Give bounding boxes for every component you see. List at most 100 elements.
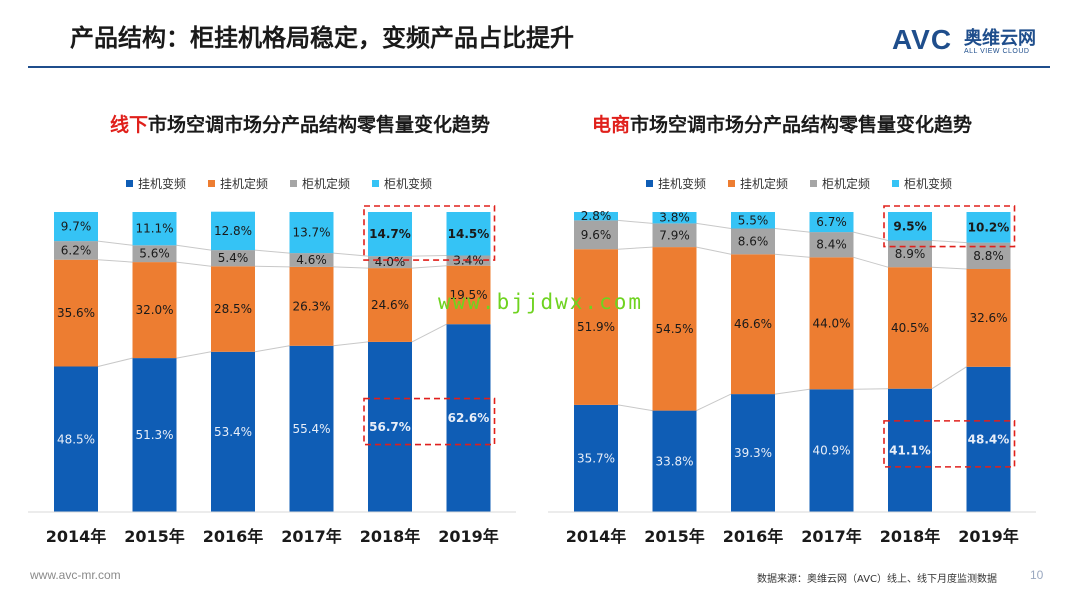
ecommerce-bar-segment-hang-inverter <box>731 394 775 512</box>
footer-website: www.avc-mr.com <box>30 568 121 582</box>
ecommerce-data-label-cabinet-fixed: 7.9% <box>659 228 690 242</box>
ecommerce-legend-label-hang-fixed: 挂机定频 <box>740 176 788 191</box>
offline-bar-segment-cabinet-inverter <box>368 212 412 257</box>
offline-bar-segment-cabinet-inverter <box>132 212 177 246</box>
offline-x-tick-label: 2014年 <box>46 527 107 546</box>
ecommerce-data-label-cabinet-inverter: 2.8% <box>581 209 612 223</box>
offline-legend-label-hang-inverter: 挂机变频 <box>138 176 186 191</box>
offline-data-label-cabinet-inverter: 13.7% <box>292 226 330 240</box>
offline-connector <box>333 341 369 347</box>
offline-bar-2014年 <box>54 212 98 512</box>
offline-connector <box>333 266 369 269</box>
ecommerce-connector <box>931 366 967 390</box>
offline-stacked-bar-chart: 挂机变频 挂机定频 柜机定频 柜机变频 48.5% 35.6% 6.2% 9.7% 51.3% 3… <box>28 176 516 546</box>
ecommerce-bar-segment-cabinet-inverter <box>652 212 697 224</box>
offline-bar-segment-cabinet-inverter <box>211 211 255 251</box>
ecommerce-data-label-hang-fixed: 32.6% <box>969 311 1007 325</box>
offline-connector <box>254 345 290 353</box>
ecommerce-legend-swatch-hang-fixed <box>728 180 735 187</box>
ecommerce-bar-segment-hang-inverter <box>574 404 618 512</box>
ecommerce-bar-segment-hang-inverter <box>652 410 697 512</box>
offline-bar-segment-cabinet-fixed <box>132 245 177 263</box>
ecommerce-stacked-bar-chart: 挂机变频 挂机定频 柜机定频 柜机变频 35.7% 51.9% 9.6% 2.8% 33.8% 5… <box>548 176 1036 546</box>
offline-bar-2015年 <box>132 212 177 512</box>
offline-data-label-cabinet-inverter: 9.7% <box>61 220 92 234</box>
offline-bar-segment-cabinet-fixed <box>289 253 334 267</box>
ecommerce-bar-segment-hang-fixed <box>966 269 1011 367</box>
ecommerce-legend-label-hang-inverter: 挂机变频 <box>658 176 706 191</box>
offline-connector <box>411 265 447 269</box>
offline-bar-segment-hang-fixed <box>368 268 412 342</box>
offline-connector <box>97 357 133 367</box>
ecommerce-data-label-hang-fixed: 40.5% <box>891 321 929 335</box>
offline-data-label-hang-inverter: 51.3% <box>135 428 173 442</box>
ecommerce-legend-label-cabinet-fixed: 柜机定频 <box>822 176 870 191</box>
offline-legend-swatch-hang-inverter <box>126 180 133 187</box>
offline-connector <box>411 255 447 257</box>
offline-title-rest: 市场空调市场分产品结构零售量变化趋势 <box>148 114 491 136</box>
page-number: 10 <box>1030 568 1044 582</box>
ecommerce-bar-segment-cabinet-inverter <box>574 212 618 221</box>
title-divider <box>28 66 1050 68</box>
ecommerce-bar-segment-cabinet-inverter <box>888 212 932 241</box>
offline-chart-title: 线下市场空调市场分产品结构零售量变化趋势 <box>110 110 490 137</box>
offline-bar-segment-hang-fixed <box>446 265 491 325</box>
ecommerce-connector <box>931 266 967 270</box>
ecommerce-title-highlight: 电商 <box>592 114 631 136</box>
offline-legend-swatch-cabinet-fixed <box>290 180 297 187</box>
ecommerce-bar-segment-cabinet-inverter <box>809 212 854 233</box>
ecommerce-connector <box>853 256 889 268</box>
ecommerce-connector <box>617 219 653 224</box>
offline-data-label-hang-inverter: 53.4% <box>214 425 252 439</box>
offline-series-connectors <box>97 240 447 367</box>
url-watermark: www.bjjdwx.com <box>438 290 644 314</box>
ecommerce-bar-2019年 <box>966 212 1011 512</box>
offline-x-tick-label: 2019年 <box>438 527 499 546</box>
offline-bar-segment-hang-inverter <box>211 351 255 512</box>
ecommerce-connector <box>853 388 889 390</box>
offline-x-tick-label: 2017年 <box>281 527 342 546</box>
ecommerce-x-tick-label: 2019年 <box>958 527 1019 546</box>
offline-data-label-cabinet-fixed: 4.0% <box>375 255 406 269</box>
ecommerce-data-label-hang-fixed: 44.0% <box>812 316 850 330</box>
ecommerce-data-label-hang-inverter: 40.9% <box>812 444 850 458</box>
ecommerce-connector <box>774 388 810 395</box>
offline-bar-2016年 <box>211 211 255 512</box>
ecommerce-title-rest: 市场空调市场分产品结构零售量变化趋势 <box>630 114 973 136</box>
ecommerce-connector <box>617 246 653 250</box>
offline-bar-segment-cabinet-fixed <box>211 250 255 267</box>
ecommerce-data-label-cabinet-inverter: 6.7% <box>816 215 847 229</box>
offline-title-highlight: 线下 <box>110 114 149 136</box>
ecommerce-legend-swatch-hang-inverter <box>646 180 653 187</box>
offline-data-label-cabinet-inverter: 12.8% <box>214 224 252 238</box>
offline-data-label-hang-fixed: 26.3% <box>292 299 330 313</box>
offline-highlight-box <box>363 397 496 446</box>
offline-data-label-hang-fixed: 28.5% <box>214 302 252 316</box>
ecommerce-data-label-hang-inverter: 48.4% <box>968 432 1010 446</box>
offline-connector <box>176 244 212 251</box>
ecommerce-legend-swatch-cabinet-fixed <box>810 180 817 187</box>
ecommerce-data-label-hang-fixed: 46.6% <box>734 317 772 331</box>
offline-bar-segment-cabinet-fixed <box>368 256 412 269</box>
ecommerce-connector <box>774 253 810 258</box>
ecommerce-data-label-cabinet-fixed: 9.6% <box>581 228 612 242</box>
ecommerce-connector <box>931 240 967 244</box>
offline-bar-segment-cabinet-inverter <box>446 212 491 256</box>
avc-logo: AVC 奥维云网 ALL VIEW CLOUD <box>892 22 1062 62</box>
ecommerce-bar-segment-hang-fixed <box>888 267 932 389</box>
ecommerce-series-connectors <box>617 219 967 412</box>
ecommerce-bar-segment-cabinet-fixed <box>809 232 854 258</box>
ecommerce-bar-2015年 <box>652 212 697 512</box>
ecommerce-x-tick-label: 2014年 <box>566 527 627 546</box>
offline-bar-segment-hang-inverter <box>289 345 334 512</box>
offline-connector <box>333 252 369 257</box>
offline-data-label-cabinet-fixed: 5.6% <box>139 247 170 261</box>
offline-bar-segment-cabinet-inverter <box>289 212 334 254</box>
offline-bar-segment-cabinet-fixed <box>54 241 98 260</box>
ecommerce-bar-segment-cabinet-inverter <box>731 212 775 229</box>
ecommerce-highlight-box <box>883 205 1016 248</box>
ecommerce-data-label-cabinet-fixed: 8.9% <box>895 247 926 261</box>
ecommerce-connector <box>774 228 810 233</box>
offline-legend: 挂机变频 挂机定频 柜机定频 柜机变频 <box>126 176 432 191</box>
ecommerce-bar-2014年 <box>574 212 618 512</box>
